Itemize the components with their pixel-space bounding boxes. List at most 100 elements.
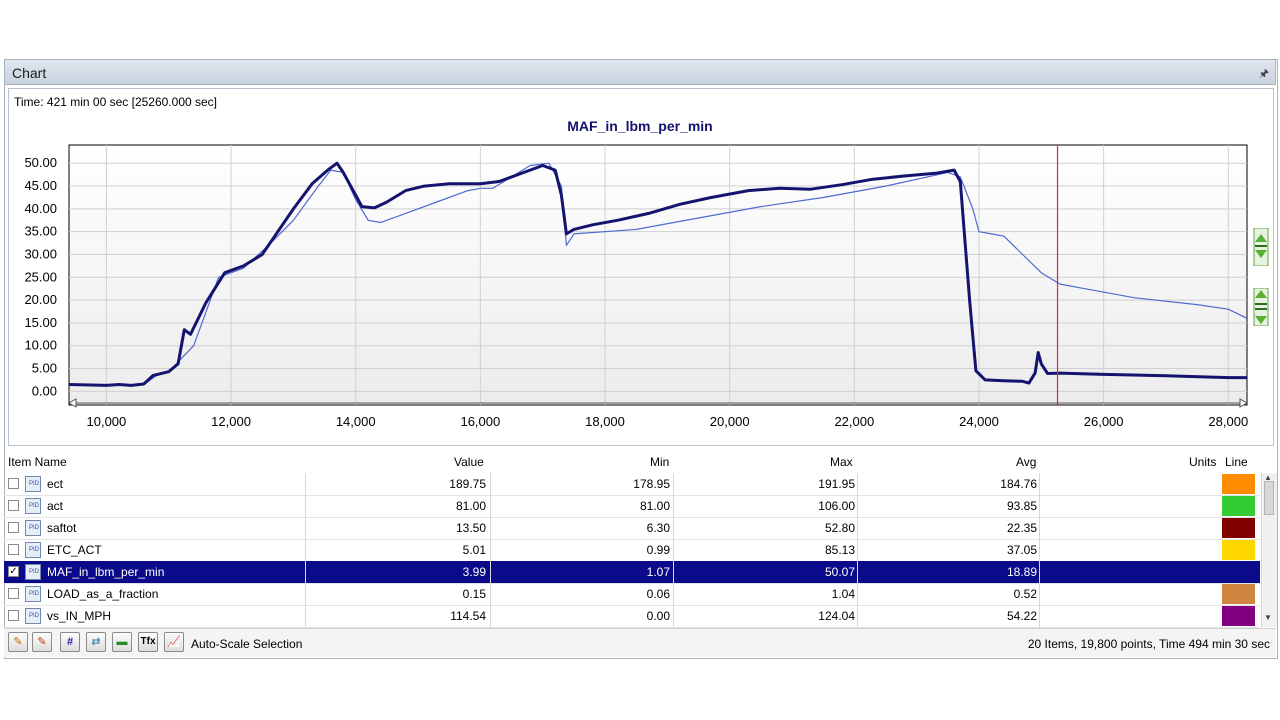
link-icon[interactable]: ⇄ — [86, 632, 106, 652]
pid-icon: PID — [25, 476, 41, 492]
line-color-swatch[interactable] — [1222, 584, 1255, 604]
col-line[interactable]: Line — [1225, 455, 1248, 469]
hash-icon[interactable]: # — [60, 632, 80, 652]
line-color-swatch[interactable] — [1222, 518, 1255, 538]
chart-icon[interactable]: 📈 — [164, 632, 184, 652]
col-units[interactable]: Units — [1189, 455, 1217, 469]
y-tick-label: 45.00 — [24, 178, 57, 193]
col-divider — [490, 473, 491, 495]
item-name: vs_IN_MPH — [47, 609, 112, 623]
line-color-swatch[interactable] — [1222, 562, 1255, 582]
x-tick-label: 14,000 — [336, 414, 376, 429]
table-row[interactable]: PID ect 189.75 178.95 191.95 184.76 — [4, 473, 1260, 496]
table-row-selected[interactable]: ✓ PID MAF_in_lbm_per_min 3.99 1.07 50.07 18.89 — [4, 561, 1260, 584]
series-line-0[interactable] — [68, 161, 1247, 387]
y-tick-label: 30.00 — [24, 246, 57, 261]
avg-cell: 18.89 — [1006, 565, 1037, 579]
line-color-swatch[interactable] — [1222, 496, 1255, 516]
col-divider — [1039, 561, 1040, 583]
table-row[interactable]: PID saftot 13.50 6.30 52.80 22.35 — [4, 517, 1260, 540]
avg-cell: 184.76 — [1000, 477, 1037, 491]
value-cell: 81.00 — [455, 499, 486, 513]
table-row[interactable]: PID vs_IN_MPH 114.54 0.00 124.04 54.22 — [4, 605, 1260, 628]
row-checkbox[interactable] — [8, 522, 19, 533]
table-scrollbar[interactable]: ▲ ▼ — [1261, 473, 1277, 627]
autoscale-label[interactable]: Auto-Scale Selection — [191, 637, 303, 651]
col-divider — [1039, 473, 1040, 495]
value-cell: 5.01 — [462, 543, 486, 557]
col-divider — [305, 539, 306, 561]
col-divider — [1039, 495, 1040, 517]
col-divider — [673, 561, 674, 583]
col-divider — [1039, 583, 1040, 605]
col-divider — [490, 539, 491, 561]
item-name: LOAD_as_a_fraction — [47, 587, 159, 601]
minus-line-icon[interactable]: ▬ — [112, 632, 132, 652]
row-checkbox[interactable] — [8, 544, 19, 555]
col-divider — [857, 473, 858, 495]
col-divider — [857, 605, 858, 627]
max-cell: 1.04 — [831, 587, 855, 601]
table-row[interactable]: PID LOAD_as_a_fraction 0.15 0.06 1.04 0.52 — [4, 583, 1260, 606]
plot-area[interactable] — [68, 144, 1248, 406]
avg-cell: 0.52 — [1013, 587, 1037, 601]
line-color-swatch[interactable] — [1222, 540, 1255, 560]
y-tick-label: 25.00 — [24, 269, 57, 284]
min-cell: 178.95 — [633, 477, 670, 491]
row-checkbox[interactable]: ✓ — [8, 566, 19, 577]
col-divider — [490, 605, 491, 627]
col-avg[interactable]: Avg — [1016, 455, 1037, 469]
col-divider — [490, 517, 491, 539]
pencil-delete-icon[interactable]: ✎ — [32, 632, 52, 652]
x-tick-label: 22,000 — [834, 414, 874, 429]
row-checkbox[interactable] — [8, 478, 19, 489]
bottom-toolbar: ✎ ✎ # ⇄ ▬ Tfx 📈 Auto-Scale Selection 20 … — [4, 628, 1276, 657]
col-divider — [673, 473, 674, 495]
avg-cell: 93.85 — [1006, 499, 1037, 513]
col-divider — [1039, 605, 1040, 627]
scroll-up-icon[interactable]: ▲ — [1264, 473, 1272, 482]
y-tick-label: 35.00 — [24, 224, 57, 239]
scroll-thumb[interactable] — [1264, 481, 1274, 515]
row-checkbox[interactable] — [8, 500, 19, 511]
avg-cell: 37.05 — [1006, 543, 1037, 557]
panel-title: Chart — [12, 65, 47, 81]
scroll-down-icon[interactable]: ▼ — [1264, 613, 1272, 622]
table-row[interactable]: PID act 81.00 81.00 106.00 93.85 — [4, 495, 1260, 518]
line-color-swatch[interactable] — [1222, 474, 1255, 494]
col-max[interactable]: Max — [830, 455, 853, 469]
x-tick-label: 26,000 — [1084, 414, 1124, 429]
avg-cell: 54.22 — [1006, 609, 1037, 623]
item-name: act — [47, 499, 64, 513]
x-tick-label: 20,000 — [710, 414, 750, 429]
row-checkbox[interactable] — [8, 588, 19, 599]
min-cell: 6.30 — [646, 521, 670, 535]
pencil-edit-icon[interactable]: ✎ — [8, 632, 28, 652]
panel-titlebar: Chart 🖈 — [4, 59, 1276, 85]
col-value[interactable]: Value — [454, 455, 484, 469]
tfx-icon[interactable]: Tfx — [138, 632, 158, 652]
x-tick-label: 10,000 — [87, 414, 127, 429]
col-divider — [673, 517, 674, 539]
col-divider — [305, 605, 306, 627]
row-checkbox[interactable] — [8, 610, 19, 621]
zoom-y-out-icon[interactable] — [1252, 288, 1270, 326]
table-row[interactable]: PID ETC_ACT 5.01 0.99 85.13 37.05 — [4, 539, 1260, 562]
line-color-swatch[interactable] — [1222, 606, 1255, 626]
col-divider — [305, 495, 306, 517]
col-min[interactable]: Min — [650, 455, 670, 469]
col-divider — [857, 495, 858, 517]
max-cell: 191.95 — [818, 477, 855, 491]
col-divider — [305, 561, 306, 583]
chart-svg[interactable]: 0.00 5.00 10.00 15.00 20.00 25.00 30.00 35.00 40… — [0, 0, 1280, 450]
value-cell: 0.15 — [462, 587, 486, 601]
col-divider — [673, 539, 674, 561]
col-divider — [857, 517, 858, 539]
col-item-name[interactable]: Item Name — [8, 455, 67, 469]
zoom-y-in-icon[interactable] — [1252, 228, 1270, 266]
value-cell: 13.50 — [455, 521, 486, 535]
pid-icon: PID — [25, 498, 41, 514]
min-cell: 0.99 — [646, 543, 670, 557]
pin-icon[interactable]: 🖈 — [1258, 68, 1269, 80]
scroll-right-arrow-icon[interactable] — [1239, 398, 1249, 408]
